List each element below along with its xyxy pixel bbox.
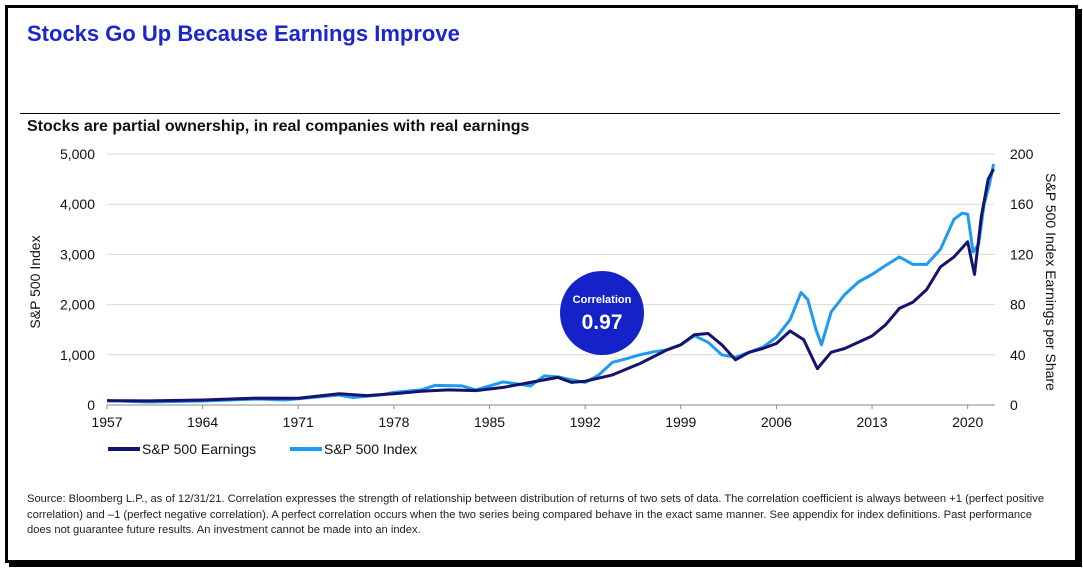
x-tick-label: 1957	[91, 414, 122, 430]
chart-frame	[5, 5, 1078, 563]
correlation-badge: Correlation 0.97	[560, 271, 644, 355]
y2-tick-label: 80	[1010, 297, 1026, 313]
y2-tick-label: 0	[1010, 397, 1018, 413]
x-tick-label: 1964	[187, 414, 218, 430]
x-tick-label: 1985	[474, 414, 505, 430]
legend-label-s-p-500-earnings: S&P 500 Earnings	[142, 441, 256, 457]
y-tick-label: 5,000	[60, 146, 95, 162]
x-tick-label: 1992	[570, 414, 601, 430]
y-tick-label: 0	[87, 397, 95, 413]
y2-tick-label: 120	[1010, 246, 1034, 262]
x-tick-label: 1978	[378, 414, 409, 430]
title-divider	[20, 113, 1060, 114]
x-tick-label: 2013	[856, 414, 887, 430]
correlation-value: 0.97	[582, 311, 623, 334]
chart-subtitle: Stocks are partial ownership, in real co…	[27, 118, 530, 135]
x-tick-label: 2020	[952, 414, 983, 430]
series-line-s-p-500-earnings	[106, 168, 995, 403]
y2-tick-label: 200	[1010, 146, 1034, 162]
x-tick-label: 2006	[761, 414, 792, 430]
source-footnote: Source: Bloomberg L.P., as of 12/31/21. …	[27, 493, 1045, 536]
legend-label-s-p-500-index: S&P 500 Index	[324, 441, 417, 457]
y-tick-label: 3,000	[60, 246, 95, 262]
y2-tick-label: 40	[1010, 347, 1026, 363]
y-axis-label: S&P 500 Index	[27, 235, 43, 328]
series-lines	[106, 163, 996, 404]
x-tick-label: 1971	[283, 414, 314, 430]
y-tick-label: 1,000	[60, 347, 95, 363]
y2-tick-label: 160	[1010, 196, 1034, 212]
axes: 0 1,000 2,000 3,000 4,000 5,000 0 40 80 120 160 200…	[60, 146, 1034, 430]
page-title: Stocks Go Up Because Earnings Improve	[27, 21, 460, 46]
legend: S&P 500 Earnings S&P 500 Index	[108, 441, 417, 457]
correlation-circle	[560, 271, 644, 355]
y-tick-label: 2,000	[60, 297, 95, 313]
series-line-s-p-500-index	[106, 163, 996, 404]
y2-axis-label: S&P 500 Index Earnings per Share	[1043, 173, 1059, 391]
x-tick-label: 1999	[665, 414, 696, 430]
y-tick-label: 4,000	[60, 196, 95, 212]
correlation-label: Correlation	[573, 294, 632, 306]
